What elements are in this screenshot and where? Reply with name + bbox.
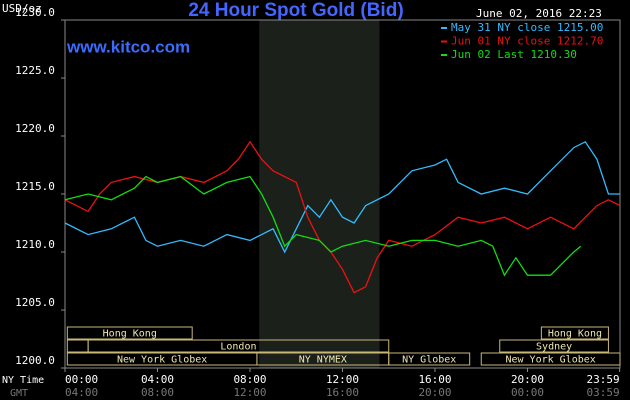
y-tick-label: 1205.0 <box>15 296 55 309</box>
x-tick-label: 16:00 <box>418 373 451 386</box>
x-tick-label: 04:00 <box>141 373 174 386</box>
x-tick-label: 12:00 <box>326 373 359 386</box>
session-box <box>66 339 89 353</box>
x-tick-label: 23:59 <box>586 373 619 386</box>
x2-tick-label: 08:00 <box>141 386 174 399</box>
x-tick-label: 20:00 <box>511 373 544 386</box>
session-label: NY NYMEX <box>299 355 347 366</box>
session-label: NY Globex <box>402 355 456 366</box>
session-label: Sydney <box>536 342 572 353</box>
shaded-region <box>259 20 380 368</box>
session-box <box>87 339 390 353</box>
x-row-label: NY Time <box>2 375 44 386</box>
session-box <box>388 352 471 366</box>
session-label: Hong Kong <box>103 329 157 340</box>
legend-label: Jun 02 Last 1210.30 <box>451 48 577 61</box>
session-box <box>499 339 609 353</box>
y-tick-label: 1225.0 <box>15 64 55 77</box>
x2-tick-label: 12:00 <box>233 386 266 399</box>
session-box <box>480 352 621 366</box>
session-label: New York Globex <box>505 355 595 366</box>
series-line <box>64 140 620 254</box>
session-label: London <box>220 342 256 353</box>
legend-label: Jun 01 NY close 1212.70 <box>451 35 603 48</box>
x2-tick-label: 04:00 <box>65 386 98 399</box>
y-tick-label: 1215.0 <box>15 180 55 193</box>
x-tick-label: 00:00 <box>65 373 98 386</box>
x2-tick-label: 00:00 <box>511 386 544 399</box>
series-line <box>64 175 582 277</box>
y-axis-label: USD/oz <box>2 2 42 15</box>
session-label: New York Globex <box>117 355 207 366</box>
x2-row-label: GMT <box>10 388 28 399</box>
legend-label: May 31 NY close 1215.00 <box>451 21 603 34</box>
y-tick-label: 1210.0 <box>15 238 55 251</box>
y-tick-label: 1220.0 <box>15 122 55 135</box>
site-label: www.kitco.com <box>66 37 190 56</box>
x2-tick-label: 03:59 <box>586 386 619 399</box>
y-tick-label: 1200.0 <box>15 354 55 367</box>
session-box <box>540 326 609 340</box>
timestamp: June 02, 2016 22:23 <box>476 7 602 20</box>
y-tick-label: 1230.0 <box>15 6 55 19</box>
x-tick-label: 08:00 <box>233 373 266 386</box>
session-label: Hong Kong <box>548 329 602 340</box>
x2-tick-label: 20:00 <box>418 386 451 399</box>
x2-tick-label: 16:00 <box>326 386 359 399</box>
session-box <box>66 326 193 340</box>
chart-title: 24 Hour Spot Gold (Bid) <box>188 0 403 21</box>
